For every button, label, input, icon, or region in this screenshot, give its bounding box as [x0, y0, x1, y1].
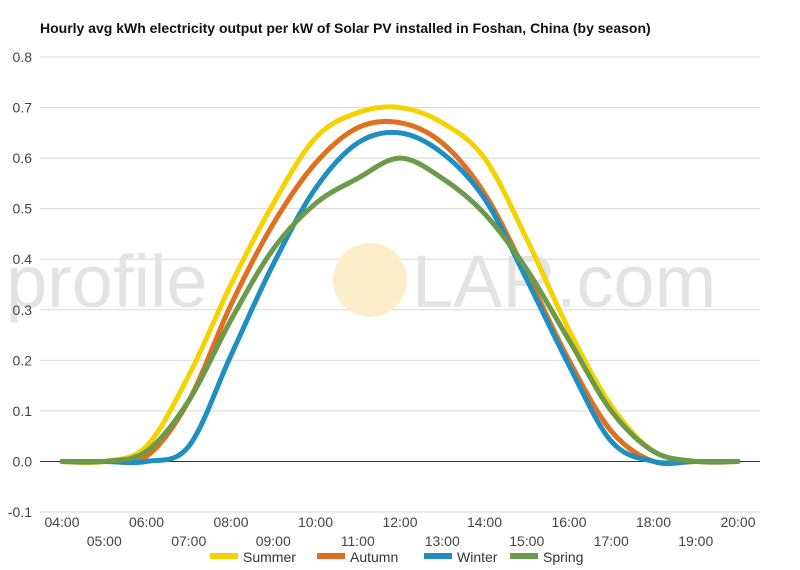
- legend-swatch-autumn: [317, 553, 345, 559]
- y-tick-label: 0.7: [13, 100, 33, 116]
- series-lines: [59, 104, 741, 467]
- x-axis-tick-labels: 04:00 05:00 06:00 07:00 08:00 09:00 10:00 11:00…: [44, 514, 755, 549]
- x-tick-label: 17:00: [594, 533, 629, 549]
- x-tick-label: 19:00: [678, 533, 713, 549]
- series-line-summer: [59, 104, 741, 466]
- y-tick-label: 0.4: [13, 251, 33, 267]
- legend-label-summer: Summer: [243, 549, 296, 565]
- x-tick-label: 18:00: [636, 514, 671, 530]
- y-tick-label: -0.1: [8, 504, 32, 520]
- legend-label-spring: Spring: [543, 549, 583, 565]
- x-tick-label: 05:00: [87, 533, 122, 549]
- x-tick-label: 07:00: [171, 533, 206, 549]
- x-tick-label: 16:00: [551, 514, 586, 530]
- legend-swatch-summer: [210, 553, 238, 559]
- legend-label-autumn: Autumn: [350, 549, 398, 565]
- x-tick-label: 06:00: [129, 514, 164, 530]
- x-tick-label: 12:00: [382, 514, 417, 530]
- watermark-text-left: profile: [6, 240, 208, 323]
- x-tick-label: 09:00: [256, 533, 291, 549]
- legend-swatch-winter: [424, 553, 452, 559]
- legend-label-winter: Winter: [457, 549, 498, 565]
- x-tick-label: 20:00: [720, 514, 755, 530]
- y-tick-label: 0.2: [13, 352, 33, 368]
- legend-swatch-spring: [510, 553, 538, 559]
- y-tick-label: 0.1: [13, 403, 33, 419]
- x-tick-label: 04:00: [44, 514, 79, 530]
- x-tick-label: 08:00: [213, 514, 248, 530]
- y-tick-label: 0.6: [13, 150, 33, 166]
- x-tick-label: 15:00: [509, 533, 544, 549]
- watermark: profile LAR.com: [6, 240, 716, 323]
- x-tick-label: 14:00: [467, 514, 502, 530]
- y-axis-tick-labels: 0.8 0.7 0.6 0.5 0.4 0.3 0.2 0.1 0.0 -0.1: [8, 49, 32, 520]
- x-tick-label: 11:00: [341, 533, 375, 549]
- chart-title: Hourly avg kWh electricity output per kW…: [40, 20, 651, 36]
- legend: Summer Autumn Winter Spring: [210, 549, 583, 565]
- x-tick-label: 10:00: [298, 514, 333, 530]
- y-tick-label: 0.0: [13, 453, 33, 469]
- y-tick-label: 0.5: [13, 201, 33, 217]
- watermark-sun-logo: [333, 243, 407, 317]
- series-line-winter: [59, 129, 741, 466]
- series-line-spring: [59, 155, 741, 465]
- y-tick-label: 0.8: [13, 49, 33, 65]
- watermark-text-right: LAR.com: [412, 240, 716, 323]
- x-tick-label: 13:00: [425, 533, 460, 549]
- y-tick-label: 0.3: [13, 302, 33, 318]
